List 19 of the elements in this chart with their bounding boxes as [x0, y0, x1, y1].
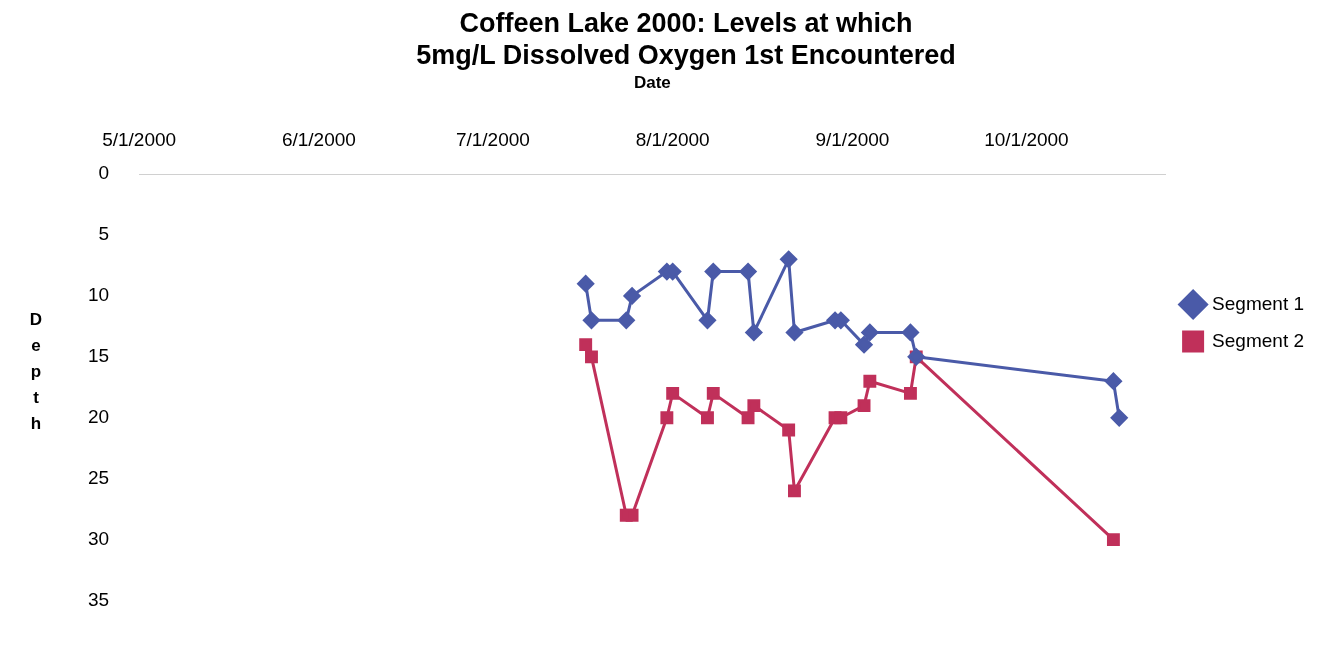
y-tick-label: 30: [87, 527, 110, 549]
y-tick-label: 10: [87, 284, 110, 306]
x-tick-label: 10/1/2000: [984, 128, 1069, 150]
y-tick-label: 15: [87, 345, 110, 367]
x-tick-label: 8/1/2000: [635, 128, 710, 150]
x-axis-title: Date: [633, 72, 671, 92]
x-tick-label: 7/1/2000: [455, 128, 530, 150]
legend-label: Segment 2: [1212, 329, 1305, 351]
y-tick-label: 20: [87, 406, 110, 428]
y-tick-label: 0: [98, 162, 110, 184]
x-tick-label: 6/1/2000: [281, 128, 356, 150]
y-tick-label: 35: [87, 588, 110, 610]
y-tick-label: 5: [98, 223, 110, 245]
legend-label: Segment 1: [1212, 292, 1305, 314]
y-tick-label: 25: [87, 466, 110, 488]
y-axis-title: Depth: [29, 310, 43, 434]
x-tick-label: 5/1/2000: [102, 128, 177, 150]
chart-title: Coffeen Lake 2000: Levels at which 5mg/L Dissolved Oxygen 1st Encountered: [416, 7, 956, 71]
x-tick-label: 9/1/2000: [815, 128, 890, 150]
